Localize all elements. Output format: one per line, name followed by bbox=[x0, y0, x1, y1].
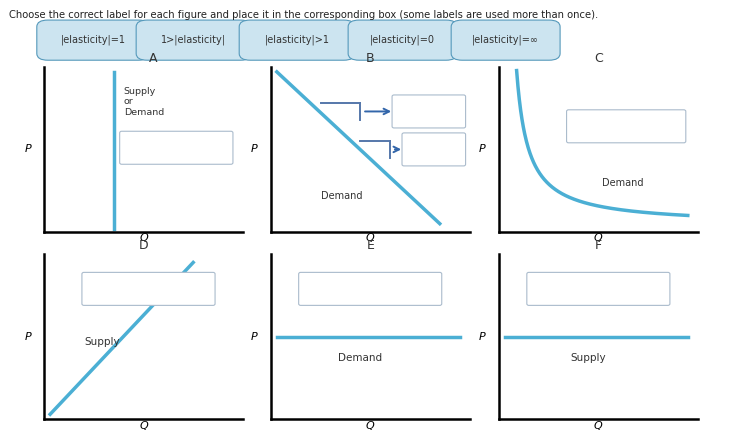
FancyBboxPatch shape bbox=[567, 110, 686, 143]
Text: F: F bbox=[595, 239, 602, 252]
Text: 1>|elasticity|: 1>|elasticity| bbox=[161, 35, 227, 45]
Text: C: C bbox=[594, 52, 603, 65]
Text: Supply: Supply bbox=[570, 354, 606, 363]
X-axis label: Q: Q bbox=[139, 421, 148, 431]
FancyBboxPatch shape bbox=[299, 273, 442, 306]
Text: P: P bbox=[24, 145, 31, 154]
Text: Choose the correct label for each figure and place it in the corresponding box (: Choose the correct label for each figure… bbox=[9, 10, 598, 20]
Text: E: E bbox=[367, 239, 374, 252]
FancyBboxPatch shape bbox=[82, 273, 215, 306]
X-axis label: Q: Q bbox=[366, 233, 375, 244]
Text: A: A bbox=[149, 52, 158, 65]
Text: |elasticity|>1: |elasticity|>1 bbox=[264, 35, 330, 45]
X-axis label: Q: Q bbox=[594, 421, 603, 431]
Text: D: D bbox=[138, 239, 149, 252]
FancyBboxPatch shape bbox=[120, 131, 233, 164]
Text: P: P bbox=[24, 332, 31, 342]
Text: Demand: Demand bbox=[339, 354, 382, 363]
X-axis label: Q: Q bbox=[366, 421, 375, 431]
Text: |elasticity|=0: |elasticity|=0 bbox=[370, 35, 435, 45]
Text: B: B bbox=[366, 52, 375, 65]
Text: P: P bbox=[479, 145, 486, 154]
Text: P: P bbox=[479, 332, 486, 342]
FancyBboxPatch shape bbox=[402, 133, 466, 166]
Text: Supply: Supply bbox=[84, 337, 119, 347]
X-axis label: Q: Q bbox=[139, 233, 148, 244]
Text: Supply
or
Demand: Supply or Demand bbox=[124, 87, 164, 116]
Text: P: P bbox=[251, 332, 258, 342]
Text: Demand: Demand bbox=[321, 191, 362, 201]
FancyBboxPatch shape bbox=[527, 273, 670, 306]
Text: Demand: Demand bbox=[602, 178, 644, 188]
Text: |elasticity|=∞: |elasticity|=∞ bbox=[472, 35, 539, 45]
Text: P: P bbox=[251, 145, 258, 154]
FancyBboxPatch shape bbox=[392, 95, 466, 128]
X-axis label: Q: Q bbox=[594, 233, 603, 244]
Text: |elasticity|=1: |elasticity|=1 bbox=[60, 35, 126, 45]
